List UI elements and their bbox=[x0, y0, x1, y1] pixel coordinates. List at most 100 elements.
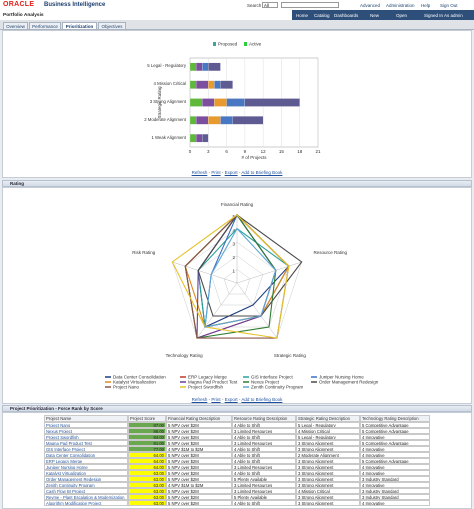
table-cell: 3 Limited Resources bbox=[232, 440, 296, 446]
tab[interactable]: Prioritization bbox=[62, 21, 97, 29]
table-cell: 3 Strong Alignment bbox=[296, 464, 360, 470]
tab[interactable]: Objectives bbox=[98, 21, 126, 29]
table-cell: 63.00 bbox=[128, 488, 166, 494]
x-tick-label: 12 bbox=[261, 149, 267, 154]
search-scope[interactable]: All bbox=[262, 2, 278, 8]
tab[interactable]: Overview bbox=[3, 21, 28, 29]
chart-link[interactable]: Print bbox=[211, 397, 221, 402]
chart-links: Refresh - Print - Export - Add to Briefi… bbox=[0, 170, 474, 175]
x-tick-label: 15 bbox=[279, 149, 285, 154]
bar-segment bbox=[189, 98, 203, 107]
legend-label: Data Center Consolidation bbox=[113, 374, 166, 379]
panel-header bbox=[2, 180, 472, 187]
bar-segment bbox=[195, 62, 203, 72]
logo: ORACLE bbox=[3, 1, 35, 8]
table-cell: 5 Competitive Advantage bbox=[360, 422, 430, 428]
chart-link[interactable]: Add to Briefing Book bbox=[241, 170, 283, 175]
table-cell: 3 Strong Alignment bbox=[296, 440, 360, 446]
table-cell: 81.00 bbox=[128, 440, 166, 446]
nav-link[interactable]: Open bbox=[396, 13, 408, 18]
table-cell: 4 Able to Shift bbox=[232, 422, 296, 428]
nav-link[interactable]: Home bbox=[296, 13, 309, 18]
search-input[interactable] bbox=[281, 2, 339, 8]
project-link[interactable]: Juniper Nursing Home bbox=[44, 464, 128, 470]
table-cell: 3 Strong Alignment bbox=[296, 494, 360, 500]
project-link[interactable]: Nexus Project bbox=[44, 428, 128, 434]
table-cell: 3 Limited Resources bbox=[232, 428, 296, 434]
chart-link[interactable]: Add to Briefing Book bbox=[241, 397, 283, 402]
table-cell: 5 NPV over $2M bbox=[166, 422, 232, 428]
header-link[interactable]: Sign Out bbox=[440, 3, 458, 8]
project-link[interactable]: GIS Interface Project bbox=[44, 446, 128, 452]
table-cell: 5 NPV over $2M bbox=[166, 428, 232, 434]
nav-link[interactable]: Dashboards bbox=[334, 13, 359, 18]
bar-segment bbox=[220, 80, 233, 89]
axis-label: Financial Rating bbox=[221, 202, 254, 207]
project-link[interactable]: Data Center Consolidation bbox=[44, 452, 128, 458]
y-tick-label: 2 Moderate Alignment bbox=[144, 116, 186, 122]
table-cell: 4 NPV $1M to $2M bbox=[166, 482, 232, 488]
table-cell: 3 Limited Resources bbox=[232, 464, 296, 470]
axis-label: Technology Rating bbox=[166, 353, 204, 358]
product-name: Business Intelligence bbox=[44, 1, 106, 8]
table-cell: 5 Plenty Available bbox=[232, 494, 296, 500]
tab[interactable]: Performance bbox=[29, 21, 61, 29]
bar-segment bbox=[189, 134, 197, 143]
project-link[interactable]: Zenith Continuity Program bbox=[44, 482, 128, 488]
chart-link[interactable]: Export bbox=[224, 170, 238, 175]
project-link[interactable]: Magna Pad Product Test bbox=[44, 440, 128, 446]
table-cell: 4 Able to Shift bbox=[232, 446, 296, 452]
header-link[interactable]: Administration bbox=[386, 3, 415, 8]
chart-link[interactable]: Refresh bbox=[191, 397, 208, 402]
column-header: Resource Rating Description bbox=[232, 415, 296, 422]
project-link[interactable]: Project Swordfish bbox=[44, 434, 128, 440]
project-link[interactable]: Revme - Plant Escalation & Modernization bbox=[44, 494, 128, 500]
legend-label: Active bbox=[249, 41, 262, 46]
table-cell: 4 Innovative bbox=[360, 464, 430, 470]
table-cell: 3 Strong Alignment bbox=[296, 476, 360, 482]
legend-label: Magna Pad Product Test bbox=[188, 379, 238, 384]
table-cell: 2 Moderate Alignment bbox=[296, 452, 360, 458]
link-separator: - bbox=[220, 170, 225, 175]
project-link[interactable]: ERP Legacy Merge bbox=[44, 458, 128, 464]
project-link[interactable]: Order Management Redesign bbox=[44, 476, 128, 482]
table-cell: 77.00 bbox=[128, 446, 166, 452]
spoke bbox=[196, 282, 238, 339]
spoke bbox=[236, 282, 278, 339]
nav-link[interactable]: New bbox=[370, 13, 380, 18]
bar-segment bbox=[202, 134, 209, 143]
axis-label: Strategic Rating bbox=[274, 353, 307, 358]
chart-link[interactable]: Refresh bbox=[191, 170, 208, 175]
link-separator: - bbox=[207, 170, 212, 175]
table-cell: 63.00 bbox=[128, 494, 166, 500]
table-cell: 3 Industry Standard bbox=[360, 494, 430, 500]
project-link[interactable]: Katalyst Virtualization bbox=[44, 470, 128, 476]
x-axis-label: # of Projects bbox=[241, 155, 267, 160]
link-separator: - bbox=[237, 397, 242, 402]
column-header: Project Name bbox=[44, 415, 128, 422]
nav-link[interactable]: Signed In As admin bbox=[424, 13, 463, 18]
header-link[interactable]: Advanced bbox=[360, 3, 381, 8]
legend-label: Project Swordfish bbox=[188, 384, 224, 389]
project-link[interactable]: Algorithm Modification Project bbox=[44, 500, 128, 506]
chart-link[interactable]: Export bbox=[224, 397, 238, 402]
bar-segment bbox=[232, 116, 264, 125]
y-axis-label: Strategic Rating bbox=[157, 86, 162, 119]
table-cell: 64.00 bbox=[128, 452, 166, 458]
bar-segment bbox=[202, 62, 209, 72]
bar-segment bbox=[189, 116, 197, 125]
r-tick-label: 1 bbox=[232, 269, 235, 274]
bar-segment bbox=[220, 116, 233, 125]
project-link[interactable]: Project Nano bbox=[44, 422, 128, 428]
table-cell: 4 Innovative bbox=[360, 446, 430, 452]
project-link[interactable]: Cash Flow BI Project bbox=[44, 488, 128, 494]
table-cell: 5 Legal - Regulatory bbox=[296, 434, 360, 440]
nav-title: Portfolio Analysis bbox=[3, 12, 44, 18]
header-link[interactable]: Help bbox=[421, 3, 431, 8]
chart-link[interactable]: Print bbox=[211, 170, 221, 175]
nav-link[interactable]: Catalog bbox=[314, 13, 330, 18]
y-tick-label: 5 Legal - Regulatory bbox=[147, 63, 186, 69]
panel-title: Rating bbox=[10, 181, 24, 187]
table-cell: 4 Able to Shift bbox=[232, 452, 296, 458]
table-cell: 5 Plenty Available bbox=[232, 476, 296, 482]
